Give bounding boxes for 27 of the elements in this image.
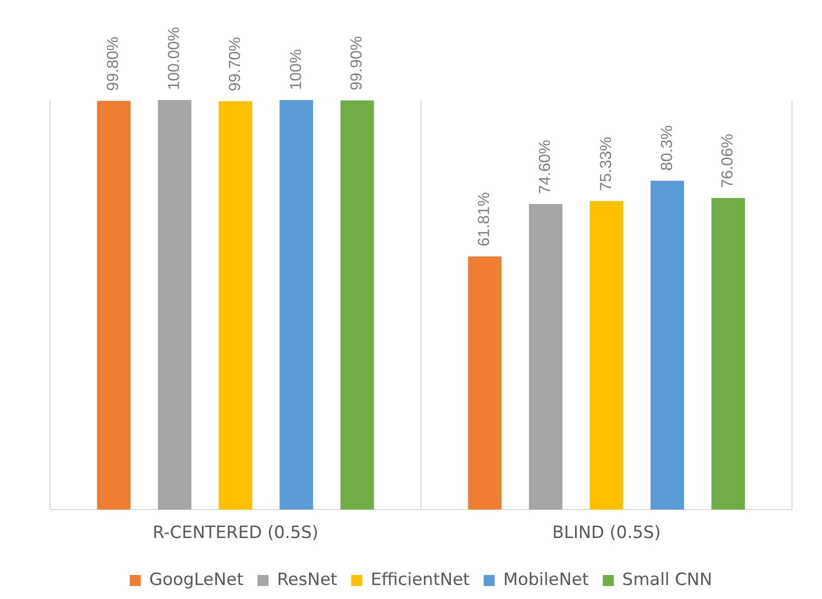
bar [340, 100, 374, 510]
bar [468, 256, 502, 510]
data-label: 76.06% [720, 134, 737, 188]
data-label: 80.3% [658, 125, 676, 171]
legend-label: GoogLeNet [149, 570, 244, 590]
bar [650, 180, 684, 510]
data-label: 74.60% [537, 140, 554, 194]
data-label: 100.00% [166, 26, 184, 90]
bar [590, 201, 624, 510]
bar [158, 100, 192, 510]
bar [280, 100, 314, 510]
data-label: 61.81% [476, 192, 494, 246]
legend-label: MobileNet [503, 570, 590, 590]
bar [97, 100, 131, 510]
legend-label: ResNet [277, 570, 338, 590]
data-label: 99.80% [105, 36, 122, 91]
bar [711, 198, 745, 510]
legend-label: Small CNN [622, 570, 712, 590]
data-label: 99.90% [348, 36, 366, 90]
bar [218, 101, 252, 510]
legend-label: EfficientNet [370, 570, 470, 590]
bar [528, 204, 562, 510]
data-label: 100% [288, 49, 305, 90]
data-label: 99.70% [226, 36, 244, 92]
x-tick-label: BLIND (0.5S) [552, 523, 661, 544]
x-tick-label: R-CENTERED (0.5S) [152, 523, 318, 544]
data-label: 75.33% [598, 136, 615, 192]
